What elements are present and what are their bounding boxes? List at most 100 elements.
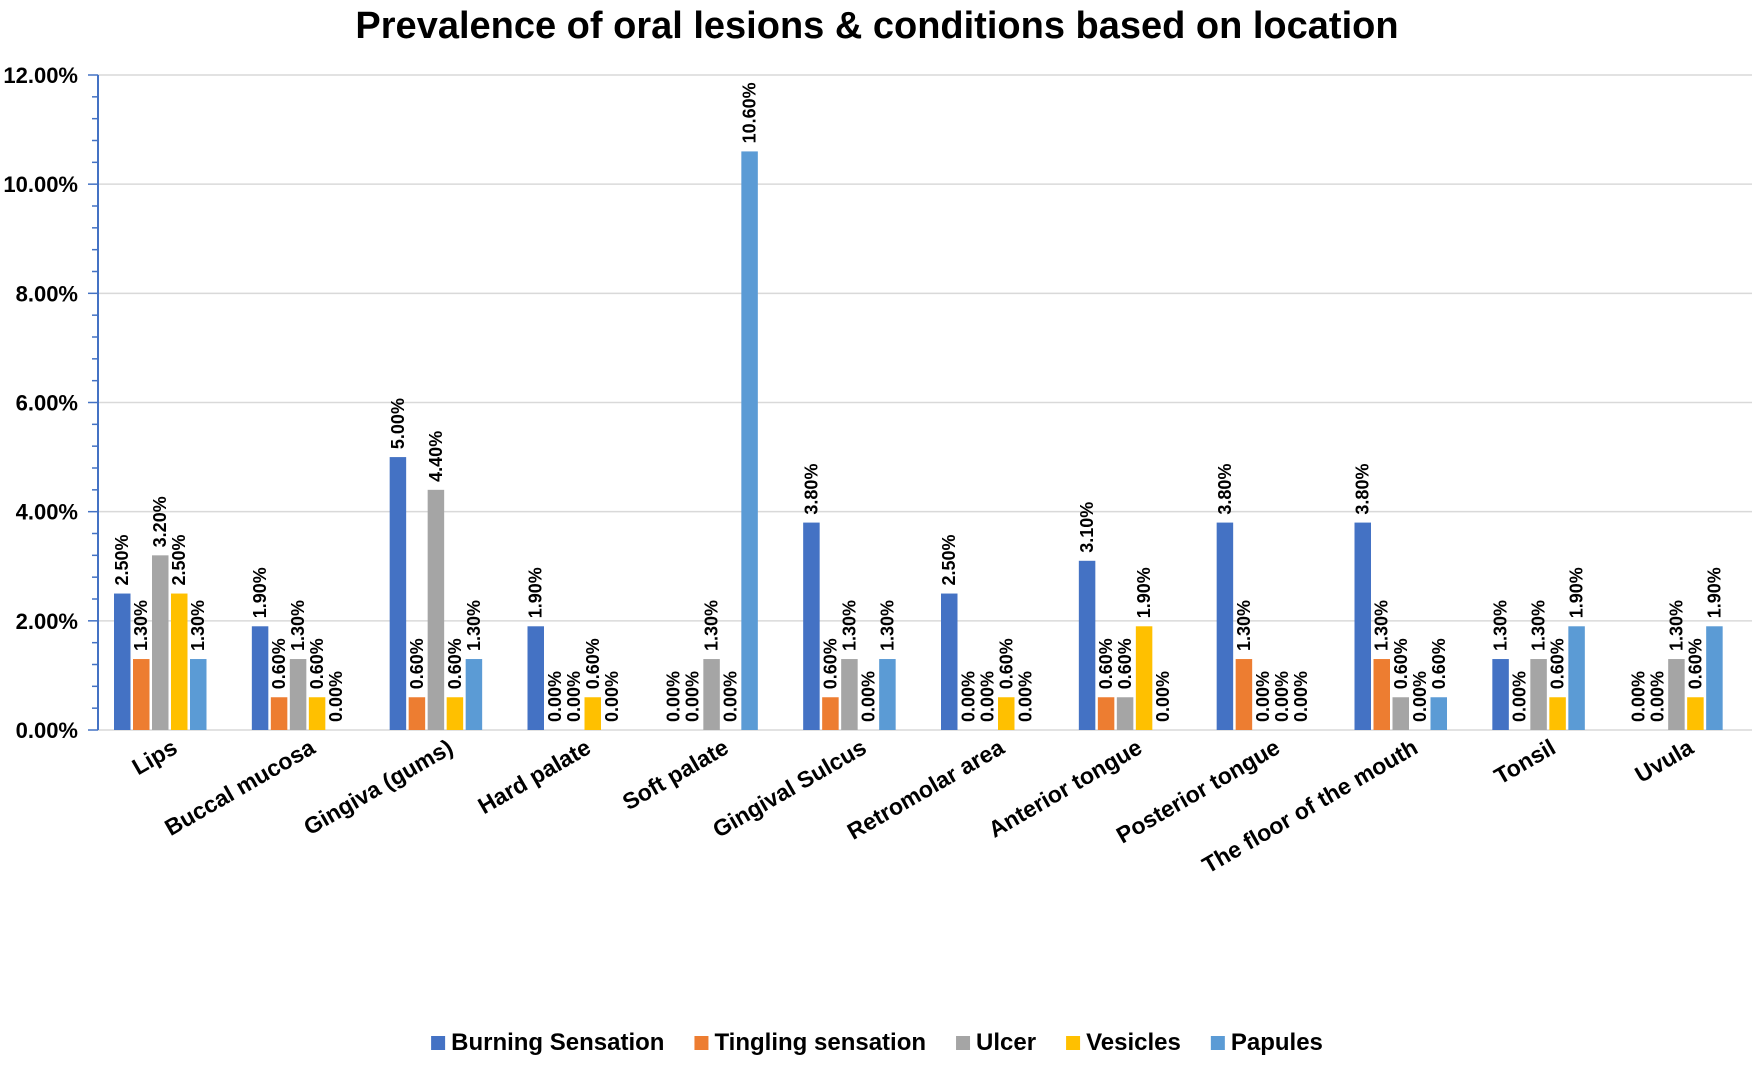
data-label: 0.00% (958, 671, 978, 722)
y-axis: 0.00% 2.00% 4.00% 6.00% 8.00% 10.00% 12.00% (3, 63, 99, 743)
legend-swatch (956, 1036, 971, 1050)
bar (408, 697, 426, 730)
y-tick-label: 6.00% (16, 391, 78, 416)
data-label: 1.30% (1372, 600, 1392, 651)
data-label: 1.90% (1134, 567, 1154, 618)
data-label: 0.60% (996, 638, 1016, 689)
bar (251, 626, 269, 730)
x-tick-label: Uvula (1630, 734, 1697, 788)
data-label: 0.00% (858, 671, 878, 722)
legend-label: Ulcer (976, 1029, 1036, 1056)
data-label: 5.00% (388, 398, 408, 449)
data-label: 4.40% (426, 431, 446, 482)
bar (879, 659, 896, 730)
data-label: 0.60% (269, 638, 289, 689)
data-label: 0.60% (583, 638, 603, 689)
bar (1078, 560, 1096, 730)
bar (1687, 697, 1704, 730)
data-label: 0.00% (545, 671, 565, 722)
data-label: 1.30% (131, 600, 151, 651)
data-label: 0.00% (1015, 671, 1035, 722)
y-tick-label: 10.00% (3, 172, 78, 197)
bar (741, 151, 758, 730)
data-label: 0.00% (721, 671, 741, 722)
data-label: 0.00% (1272, 671, 1292, 722)
data-label: 0.00% (1647, 671, 1667, 722)
data-label: 0.00% (1291, 671, 1311, 722)
y-tick-label: 2.00% (16, 609, 78, 634)
x-tick-label: Buccal mucosa (160, 734, 319, 841)
legend-label: Papules (1231, 1029, 1323, 1056)
bar (114, 593, 131, 730)
data-label: 2.50% (169, 534, 189, 585)
data-label: 0.00% (664, 671, 684, 722)
bar (703, 659, 720, 730)
data-label: 0.00% (602, 671, 622, 722)
data-label: 0.00% (1153, 671, 1173, 722)
bar (1373, 659, 1390, 730)
legend-item: Vesicles (1066, 1029, 1181, 1056)
bar (308, 697, 326, 730)
chart-title: Prevalence of oral lesions & conditions … (355, 5, 1398, 47)
y-tick-label: 0.00% (16, 718, 78, 743)
bar (270, 697, 288, 730)
data-label: 1.90% (250, 567, 270, 618)
bar (389, 457, 407, 730)
data-label: 0.00% (977, 671, 997, 722)
bar (841, 659, 858, 730)
bar (1530, 659, 1547, 730)
bar (1668, 659, 1685, 730)
bar (1235, 659, 1253, 730)
bar (190, 659, 207, 730)
x-tick-label: Retromolar area (843, 734, 1009, 845)
data-label: 3.80% (801, 464, 821, 515)
data-label: 0.60% (445, 638, 465, 689)
legend-swatch (431, 1036, 446, 1050)
bar (941, 593, 958, 730)
x-tick-label: Soft palate (618, 734, 733, 815)
x-tick-label: The floor of the mouth (1198, 734, 1422, 879)
data-label: 0.60% (1115, 638, 1135, 689)
data-label: 10.60% (740, 82, 760, 143)
data-label: 1.30% (1529, 600, 1549, 651)
bars (114, 151, 1723, 730)
legend-label: Tingling sensation (714, 1029, 926, 1056)
data-label: 2.50% (112, 534, 132, 585)
data-label: 1.30% (839, 600, 859, 651)
data-label: 1.90% (526, 567, 546, 618)
y-tick-label: 8.00% (16, 281, 78, 306)
data-label: 0.00% (683, 671, 703, 722)
data-label: 0.60% (1429, 638, 1449, 689)
data-label: 0.60% (407, 638, 427, 689)
data-label: 0.00% (326, 671, 346, 722)
data-label: 1.30% (464, 600, 484, 651)
data-label: 0.60% (820, 638, 840, 689)
data-label: 1.90% (1704, 567, 1724, 618)
data-label: 0.60% (1685, 638, 1705, 689)
bar (1392, 697, 1409, 730)
bar (1430, 697, 1447, 730)
data-label: 0.60% (1096, 638, 1116, 689)
data-label: 0.00% (1628, 671, 1648, 722)
data-label: 0.00% (1253, 671, 1273, 722)
legend-item: Burning Sensation (431, 1029, 664, 1056)
bar (427, 489, 445, 730)
legend-label: Vesicles (1086, 1029, 1181, 1056)
bar (1706, 626, 1723, 730)
bar (822, 697, 839, 730)
bar (584, 697, 601, 730)
data-label: 3.80% (1215, 464, 1235, 515)
x-tick-label: Gingiva (gums) (299, 734, 457, 840)
bar (289, 659, 307, 730)
data-label: 0.00% (1510, 671, 1530, 722)
bar (803, 522, 820, 730)
data-label: 0.60% (307, 638, 327, 689)
bar (1549, 697, 1566, 730)
data-label: 1.90% (1567, 567, 1587, 618)
bar (152, 555, 169, 730)
y-tick-label: 12.00% (3, 63, 78, 88)
data-label: 1.30% (702, 600, 722, 651)
